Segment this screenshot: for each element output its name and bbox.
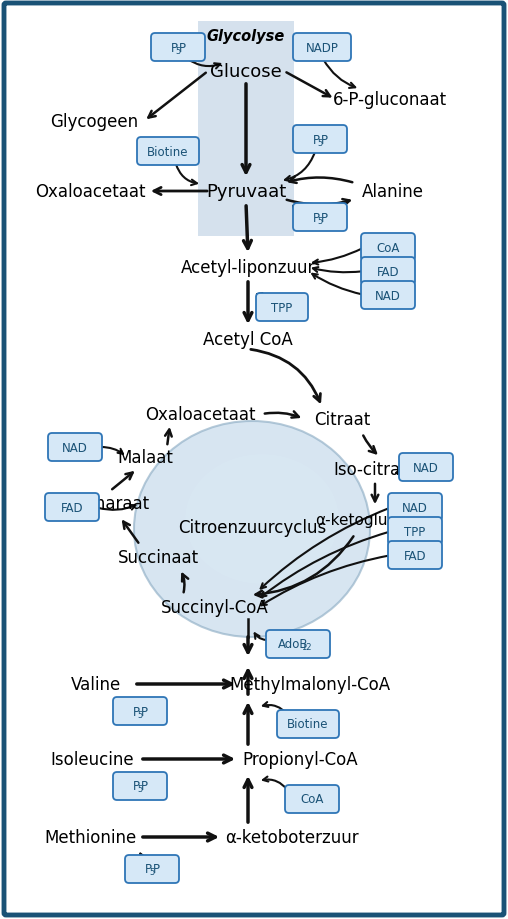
Text: 5: 5 bbox=[175, 47, 181, 55]
FancyBboxPatch shape bbox=[45, 494, 99, 521]
Text: P: P bbox=[312, 211, 320, 224]
Text: Citraat: Citraat bbox=[314, 411, 370, 428]
Text: P: P bbox=[133, 705, 140, 718]
Text: CoA: CoA bbox=[300, 792, 324, 806]
FancyBboxPatch shape bbox=[293, 126, 347, 153]
Text: Alanine: Alanine bbox=[362, 183, 424, 200]
FancyBboxPatch shape bbox=[293, 204, 347, 232]
Text: 5: 5 bbox=[318, 216, 323, 225]
Text: P: P bbox=[141, 779, 147, 792]
Text: Succinaat: Succinaat bbox=[117, 549, 199, 566]
Text: P: P bbox=[321, 211, 328, 224]
Text: AdoB: AdoB bbox=[278, 638, 308, 651]
Text: FAD: FAD bbox=[60, 501, 83, 514]
FancyBboxPatch shape bbox=[113, 698, 167, 725]
Text: NAD: NAD bbox=[62, 441, 88, 454]
Text: P: P bbox=[141, 705, 147, 718]
Text: Iso-citraat: Iso-citraat bbox=[333, 460, 417, 479]
FancyBboxPatch shape bbox=[137, 138, 199, 165]
Text: Oxaloacetaat: Oxaloacetaat bbox=[145, 405, 255, 424]
Text: Valine: Valine bbox=[71, 675, 121, 693]
FancyBboxPatch shape bbox=[388, 517, 442, 545]
FancyBboxPatch shape bbox=[399, 453, 453, 482]
FancyBboxPatch shape bbox=[388, 541, 442, 570]
Text: Isoleucine: Isoleucine bbox=[50, 750, 134, 768]
Text: FAD: FAD bbox=[404, 549, 426, 562]
Text: TPP: TPP bbox=[404, 525, 426, 538]
Text: FAD: FAD bbox=[377, 266, 399, 278]
Text: Glucose: Glucose bbox=[210, 62, 282, 81]
Text: NAD: NAD bbox=[402, 501, 428, 514]
Text: α-ketoglutaraat: α-ketoglutaraat bbox=[315, 512, 434, 527]
Text: NAD: NAD bbox=[375, 289, 401, 302]
Text: P: P bbox=[321, 133, 328, 146]
Text: TPP: TPP bbox=[271, 301, 293, 314]
Text: α-ketoboterzuur: α-ketoboterzuur bbox=[225, 828, 359, 846]
Text: 5: 5 bbox=[149, 868, 154, 877]
Text: 5: 5 bbox=[137, 709, 143, 719]
Text: Glycolyse: Glycolyse bbox=[207, 28, 285, 43]
Text: P: P bbox=[312, 133, 320, 146]
Text: P: P bbox=[133, 779, 140, 792]
Text: Citroenzuurcyclus: Citroenzuurcyclus bbox=[178, 518, 326, 537]
FancyBboxPatch shape bbox=[113, 772, 167, 800]
Text: CoA: CoA bbox=[376, 242, 400, 255]
FancyBboxPatch shape bbox=[388, 494, 442, 521]
Text: P: P bbox=[178, 41, 185, 54]
FancyBboxPatch shape bbox=[151, 34, 205, 62]
Text: Malaat: Malaat bbox=[117, 448, 173, 467]
FancyBboxPatch shape bbox=[256, 294, 308, 322]
FancyBboxPatch shape bbox=[48, 434, 102, 461]
Text: Propionyl-CoA: Propionyl-CoA bbox=[242, 750, 358, 768]
Text: P: P bbox=[171, 41, 177, 54]
Text: Succinyl-CoA: Succinyl-CoA bbox=[161, 598, 269, 617]
Text: Biotine: Biotine bbox=[287, 718, 329, 731]
FancyBboxPatch shape bbox=[198, 22, 294, 237]
Text: Acetyl CoA: Acetyl CoA bbox=[203, 331, 293, 348]
Text: NAD: NAD bbox=[413, 461, 439, 474]
Text: Glycogeen: Glycogeen bbox=[50, 113, 138, 130]
Text: Methionine: Methionine bbox=[44, 828, 136, 846]
Text: 5: 5 bbox=[318, 139, 323, 147]
Text: 6-P-gluconaat: 6-P-gluconaat bbox=[333, 91, 447, 108]
Ellipse shape bbox=[185, 455, 339, 584]
Text: 5: 5 bbox=[137, 785, 143, 794]
Text: 12: 12 bbox=[301, 642, 311, 652]
Text: P: P bbox=[144, 863, 151, 876]
FancyBboxPatch shape bbox=[361, 233, 415, 262]
Text: Pyruvaat: Pyruvaat bbox=[206, 183, 286, 200]
Ellipse shape bbox=[134, 422, 370, 637]
FancyBboxPatch shape bbox=[361, 257, 415, 286]
FancyBboxPatch shape bbox=[125, 855, 179, 883]
Text: NADP: NADP bbox=[306, 41, 338, 54]
FancyBboxPatch shape bbox=[361, 282, 415, 310]
FancyBboxPatch shape bbox=[293, 34, 351, 62]
Text: Acetyl-liponzuur: Acetyl-liponzuur bbox=[181, 259, 315, 277]
Text: Methylmalonyl-CoA: Methylmalonyl-CoA bbox=[230, 675, 391, 693]
Text: Biotine: Biotine bbox=[147, 145, 189, 158]
FancyBboxPatch shape bbox=[285, 785, 339, 813]
Text: P: P bbox=[152, 863, 160, 876]
FancyBboxPatch shape bbox=[266, 630, 330, 658]
Text: Oxaloacetaat: Oxaloacetaat bbox=[35, 183, 145, 200]
FancyBboxPatch shape bbox=[277, 710, 339, 738]
Text: Fumaraat: Fumaraat bbox=[71, 494, 149, 513]
